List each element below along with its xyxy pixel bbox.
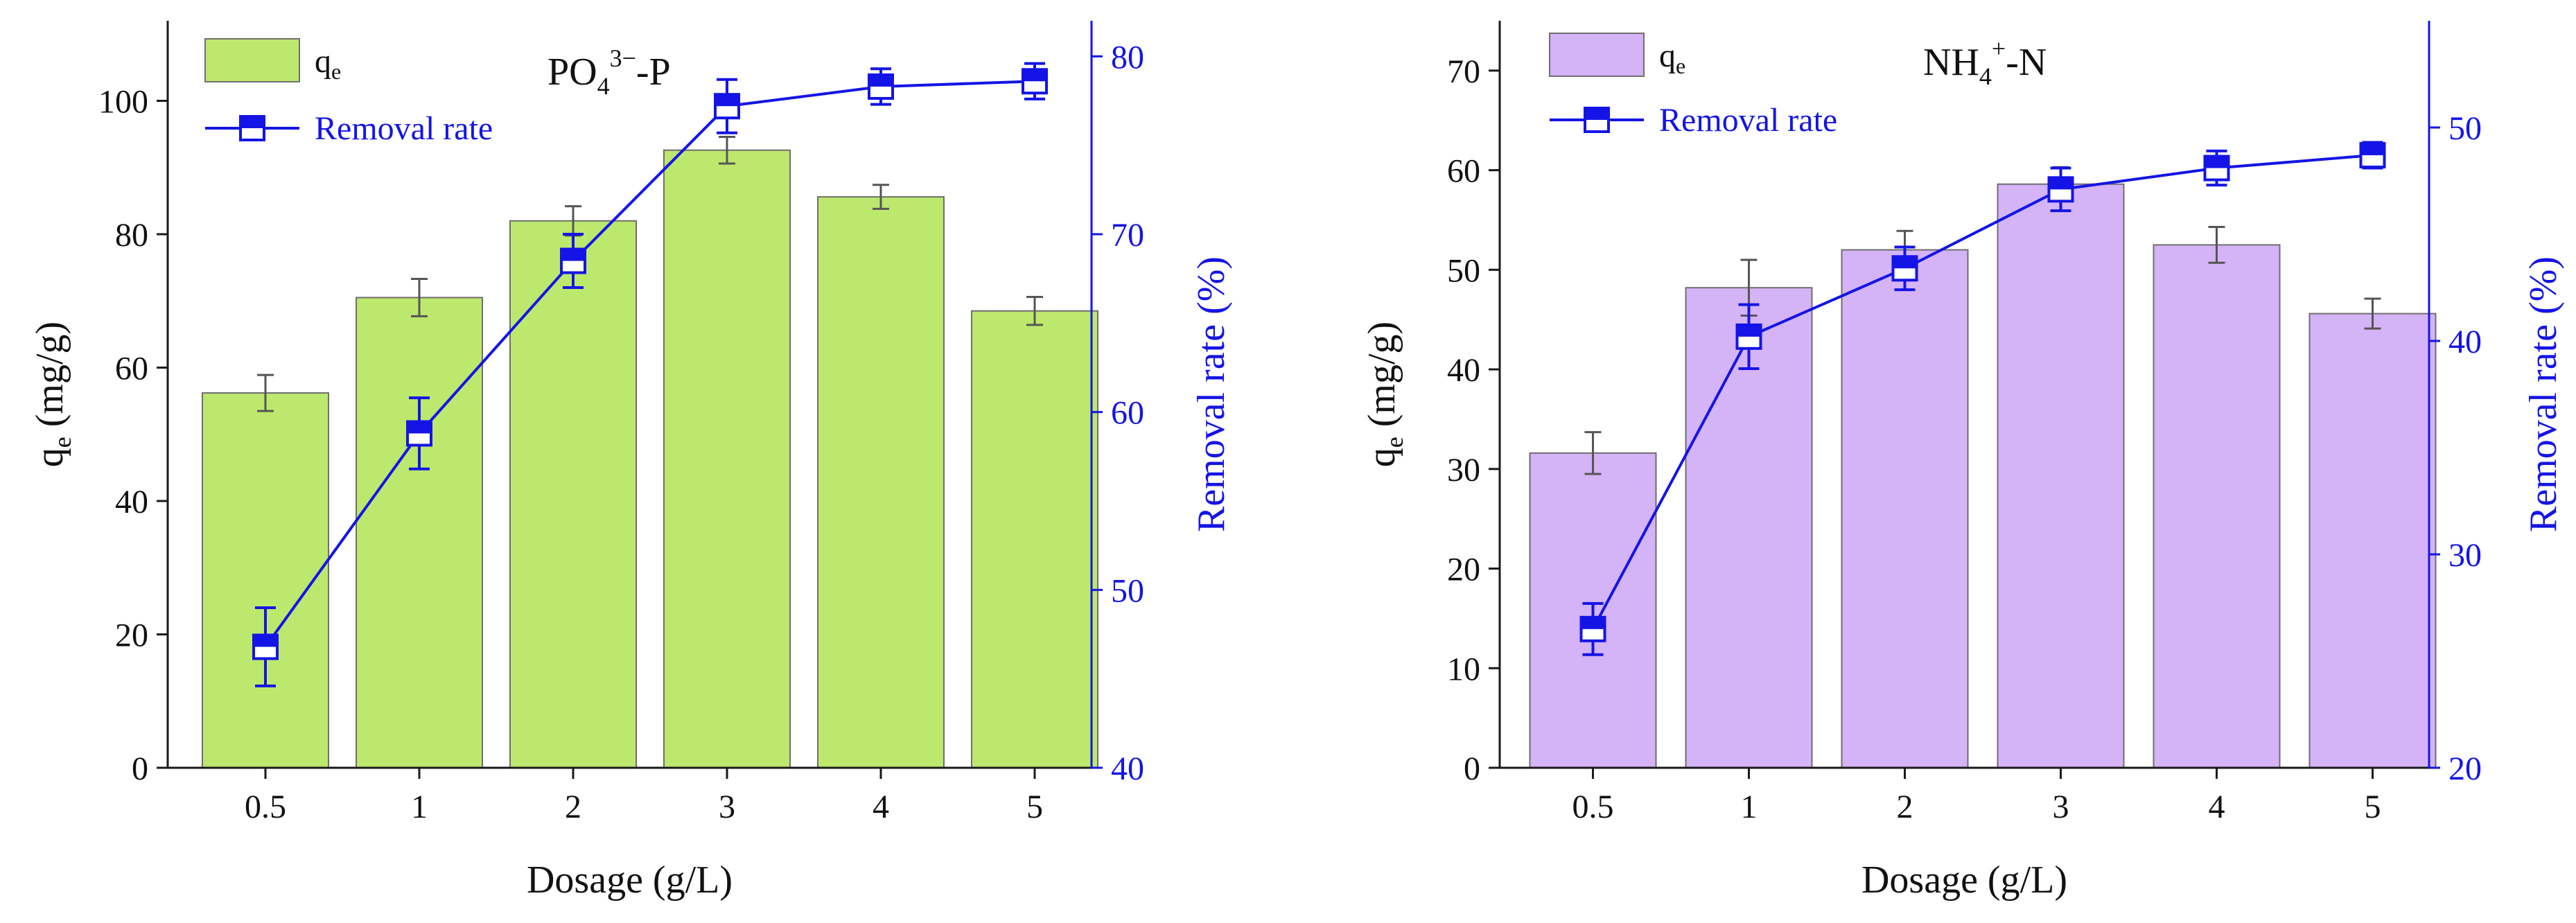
y-axis-title: qe (mg/g) [28, 322, 76, 467]
bar [971, 310, 1098, 768]
x-tick-label: 2 [1897, 789, 1913, 825]
removal-rate-line [264, 80, 1035, 648]
legend: qe Removal rate [1549, 33, 1837, 139]
line-marker-fill [2205, 156, 2229, 168]
legend-bar-swatch [1549, 33, 1645, 77]
bar [2308, 313, 2437, 768]
chart-panel-1: 0 20 40 60 80 100 40 50 60 70 80 0.5 1 2 3 4 5 Dosage (g/… [28, 21, 1233, 902]
line-marker-fill [1893, 256, 1917, 269]
y-tick-label: 20 [1447, 552, 1480, 588]
legend-label-qe: qe [315, 43, 341, 84]
x-tick-label: 2 [565, 789, 581, 825]
bar [509, 220, 637, 768]
line-marker-fill [1581, 617, 1605, 629]
x-tick-label: 5 [1026, 789, 1043, 825]
legend-marker-fill [240, 116, 264, 128]
bar [2153, 244, 2281, 768]
line-marker-fill [561, 249, 585, 261]
bar-series [1529, 183, 2437, 768]
bar [1841, 249, 1969, 768]
x-tick-label: 1 [411, 789, 428, 825]
y-tick-label: 100 [98, 84, 148, 121]
y2-tick-label: 70 [1111, 217, 1144, 254]
x-tick-label: 4 [2209, 789, 2225, 825]
legend-marker-fill [1585, 108, 1609, 120]
x-tick-label: 4 [873, 789, 889, 825]
bar-error-bars [257, 135, 1043, 412]
line-error-bars [255, 62, 1045, 687]
y-tick-label: 20 [115, 617, 148, 654]
legend: qe Removal rate [204, 38, 493, 147]
y-axis-title: qe (mg/g) [1360, 322, 1408, 467]
y-tick-label: 30 [1447, 452, 1480, 489]
y-tick-label: 80 [115, 217, 148, 254]
y-tick-label: 50 [1447, 252, 1480, 289]
bar [1997, 183, 2125, 768]
y-tick-label: 40 [1447, 352, 1480, 389]
y-tick-label: 70 [1447, 53, 1480, 90]
y2-tick-label: 20 [2448, 750, 2482, 787]
y-tick-label: 0 [132, 750, 148, 787]
bar [202, 392, 329, 768]
x-tick-label: 1 [1741, 789, 1758, 825]
x-tick-label: 5 [2365, 789, 2381, 825]
y-tick-label: 60 [1447, 153, 1480, 190]
x-tick-label: 0.5 [1572, 789, 1614, 825]
line-marker-fill [1737, 324, 1761, 337]
bar [356, 297, 483, 768]
line-marker-fill [869, 74, 893, 87]
y2-tick-label: 80 [1111, 39, 1144, 76]
legend-label-qe: qe [1659, 37, 1685, 78]
y2-tick-label: 60 [1111, 395, 1144, 432]
legend-label-removal-rate: Removal rate [1659, 102, 1837, 139]
removal-rate-line [1591, 154, 2373, 630]
bar [817, 196, 945, 769]
line-markers [1579, 142, 2386, 642]
x-axis-title: Dosage (g/L) [1861, 859, 2067, 902]
y2-tick-label: 40 [1111, 750, 1144, 787]
legend-bar-swatch [204, 38, 300, 82]
y2-tick-label: 40 [2448, 324, 2482, 360]
y2-axis-title: Removal rate (%) [2522, 256, 2565, 532]
y-tick-label: 60 [115, 351, 148, 387]
line-markers [252, 68, 1048, 660]
line-marker-fill [408, 421, 431, 434]
bar [663, 149, 791, 769]
y2-tick-label: 50 [1111, 572, 1144, 609]
x-tick-label: 0.5 [245, 789, 286, 825]
chart-panel-2: 0 10 20 30 40 50 60 70 20 30 40 50 0.5 1 2 3 4 5 Dosage (g… [1360, 21, 2565, 902]
line-marker-fill [2049, 177, 2073, 190]
x-axis-title: Dosage (g/L) [527, 859, 733, 902]
panel-title: PO43−-P [547, 44, 671, 100]
line-marker-fill [254, 635, 277, 647]
bar-series [202, 149, 1098, 769]
y2-tick-label: 30 [2448, 537, 2482, 574]
panel-title: NH4+-N [1923, 35, 2047, 90]
y2-axis-title: Removal rate (%) [1190, 256, 1233, 532]
y2-tick-label: 50 [2448, 110, 2482, 147]
y-tick-label: 40 [115, 484, 148, 520]
legend-label-removal-rate: Removal rate [315, 110, 493, 147]
x-tick-label: 3 [719, 789, 735, 825]
y-tick-label: 0 [1464, 750, 1480, 787]
y-tick-label: 10 [1447, 651, 1480, 687]
line-marker-fill [2360, 143, 2385, 156]
line-marker-fill [715, 94, 739, 107]
x-tick-label: 3 [2053, 789, 2069, 825]
line-marker-fill [1023, 69, 1046, 82]
